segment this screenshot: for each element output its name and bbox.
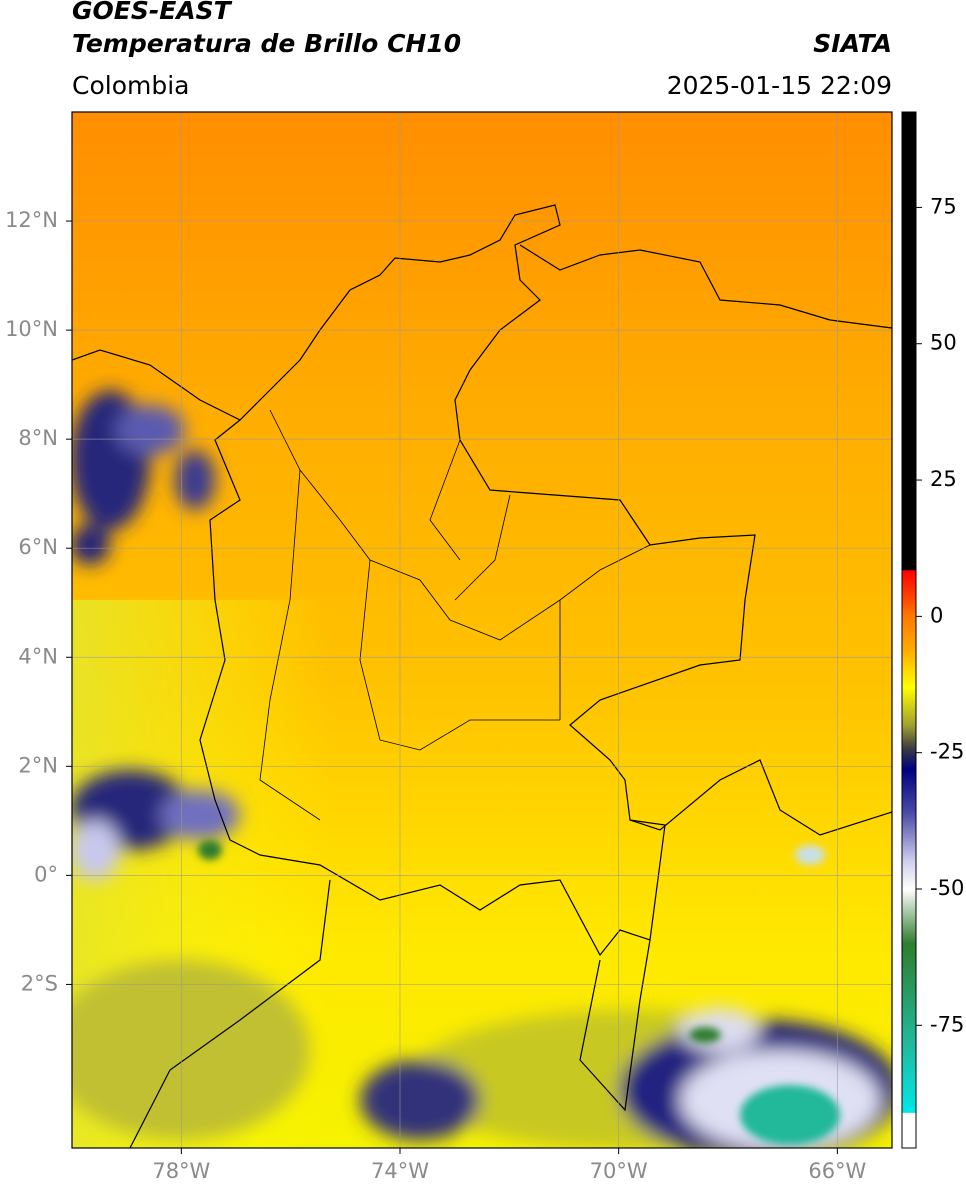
coastline bbox=[72, 349, 241, 421]
border bbox=[129, 879, 331, 1148]
colorbar-tick-label: 50 bbox=[930, 331, 957, 355]
border bbox=[259, 409, 651, 821]
lat-tick-label: 2°N bbox=[18, 753, 58, 777]
lat-tick-label: 6°N bbox=[18, 535, 58, 559]
lat-tick-label: 12°N bbox=[5, 208, 58, 232]
colombia-outline bbox=[199, 204, 756, 957]
map-frame bbox=[71, 111, 893, 1149]
source: SIATA bbox=[813, 29, 892, 58]
lon-tick-label: 66°W bbox=[808, 1159, 866, 1183]
colorbar-tick-label: -75 bbox=[930, 1012, 964, 1036]
lat-tick-label: 0° bbox=[34, 862, 58, 886]
lat-tick-label: 10°N bbox=[5, 317, 58, 341]
lat-tick-label: 2°S bbox=[21, 971, 58, 995]
colorbar-tick-label: 0 bbox=[930, 603, 943, 627]
satellite-image bbox=[72, 112, 892, 1148]
lon-tick-label: 78°W bbox=[152, 1159, 210, 1183]
coastline bbox=[519, 244, 892, 329]
colorbar-tick-label: 25 bbox=[930, 467, 957, 491]
lon-tick-label: 70°W bbox=[590, 1159, 648, 1183]
borders bbox=[72, 204, 892, 1148]
colorbar-tick-label: 75 bbox=[930, 194, 957, 218]
colorbar-tick-label: -50 bbox=[930, 876, 964, 900]
colorbar bbox=[901, 111, 917, 1149]
title: GOES-EAST bbox=[72, 0, 233, 25]
grid bbox=[72, 112, 892, 1148]
datetime: 2025-01-15 22:09 bbox=[667, 71, 892, 100]
region: Colombia bbox=[72, 71, 189, 100]
lon-tick-label: 74°W bbox=[371, 1159, 429, 1183]
colorbar-tick-label: -25 bbox=[930, 740, 964, 764]
lat-tick-label: 4°N bbox=[18, 644, 58, 668]
subtitle: Temperatura de Brillo CH10 bbox=[72, 29, 461, 58]
lat-tick-label: 8°N bbox=[18, 426, 58, 450]
cold-tops bbox=[198, 840, 840, 1145]
border bbox=[629, 759, 892, 836]
border bbox=[579, 939, 651, 1112]
